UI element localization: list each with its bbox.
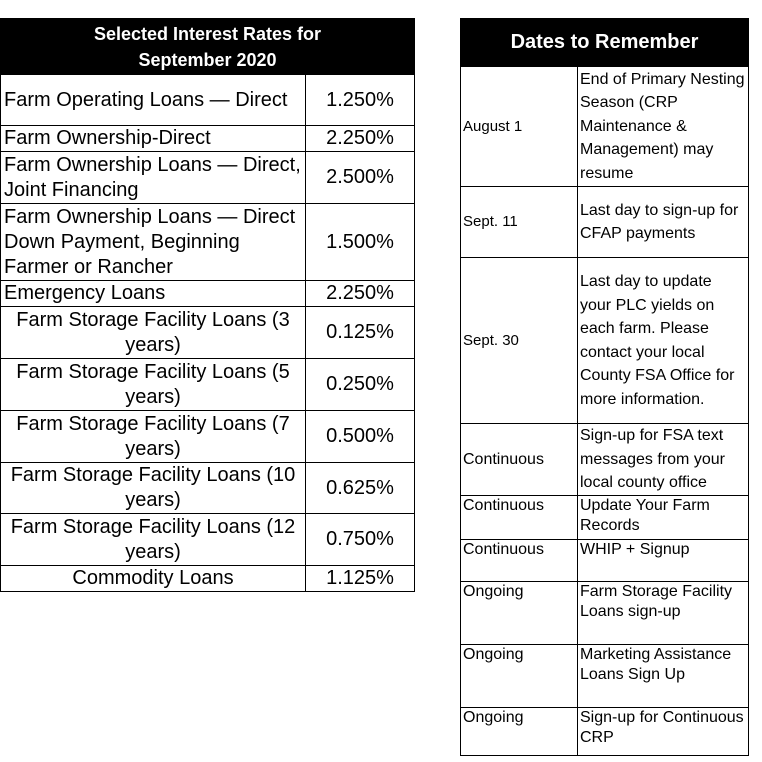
event-description: End of Primary Nesting Season (CRP Maint…: [577, 66, 749, 187]
event-date: Sept. 11: [460, 186, 578, 258]
event-description: Last day to update your PLC yields on ea…: [577, 257, 749, 424]
event-date: Continuous: [460, 423, 578, 496]
loan-rate: 1.250%: [304, 74, 416, 126]
table-row: Continuous WHIP + Signup: [460, 538, 749, 582]
table-row: Ongoing Farm Storage Facility Loans sign-…: [460, 580, 749, 645]
loan-rate: 1.125%: [304, 565, 416, 592]
loan-type: Farm Storage Facility Loans (5 years): [0, 358, 306, 411]
loan-rate: 0.625%: [304, 462, 416, 514]
table-row: Sept. 11 Last day to sign-up for CFAP pay…: [460, 186, 749, 258]
table-row: Ongoing Sign-up for Continuous CRP: [460, 706, 749, 756]
loan-type: Farm Ownership-Direct: [0, 125, 306, 152]
table-row: Farm Ownership Loans — Direct Down Payme…: [0, 203, 416, 281]
table-row: Continuous Sign-up for FSA text messages …: [460, 423, 749, 496]
table-row: August 1 End of Primary Nesting Season (C…: [460, 66, 749, 187]
loan-type: Commodity Loans: [0, 565, 306, 592]
table-row: Sept. 30 Last day to update your PLC yiel…: [460, 257, 749, 424]
loan-type: Farm Storage Facility Loans (12 years): [0, 513, 306, 566]
table-row: Ongoing Marketing Assistance Loans Sign U…: [460, 643, 749, 708]
table-row: Farm Operating Loans — Direct 1.250%: [0, 74, 416, 126]
table-row: Emergency Loans 2.250%: [0, 280, 416, 307]
dates-to-remember-table: Dates to Remember August 1 End of Primary…: [460, 18, 749, 756]
loan-rate: 0.500%: [304, 410, 416, 463]
event-date: Continuous: [460, 494, 578, 540]
loan-type: Farm Operating Loans — Direct: [0, 74, 306, 126]
event-description: Marketing Assistance Loans Sign Up: [577, 643, 749, 708]
rates-table-title: Selected Interest Rates for September 20…: [0, 18, 416, 75]
event-description: Sign-up for Continuous CRP: [577, 706, 749, 756]
event-description: WHIP + Signup: [577, 538, 749, 582]
dates-table-title: Dates to Remember: [460, 18, 749, 67]
loan-rate: 0.250%: [304, 358, 416, 411]
event-date: Sept. 30: [460, 257, 578, 424]
loan-rate: 1.500%: [304, 203, 416, 281]
table-row: Farm Ownership Loans — Direct, Joint Fin…: [0, 151, 416, 204]
loan-rate: 2.250%: [304, 125, 416, 152]
event-date: August 1: [460, 66, 578, 187]
table-row: Farm Storage Facility Loans (7 years) 0.5…: [0, 410, 416, 463]
table-row: Farm Storage Facility Loans (3 years) 0.1…: [0, 306, 416, 359]
loan-type: Farm Storage Facility Loans (10 years): [0, 462, 306, 514]
loan-rate: 0.750%: [304, 513, 416, 566]
loan-type: Farm Storage Facility Loans (3 years): [0, 306, 306, 359]
loan-type: Farm Storage Facility Loans (7 years): [0, 410, 306, 463]
loan-rate: 0.125%: [304, 306, 416, 359]
loan-type: Farm Ownership Loans — Direct Down Payme…: [0, 203, 306, 281]
interest-rates-table: Selected Interest Rates for September 20…: [0, 18, 416, 592]
loan-rate: 2.500%: [304, 151, 416, 204]
event-date: Continuous: [460, 538, 578, 582]
event-date: Ongoing: [460, 706, 578, 756]
event-date: Ongoing: [460, 580, 578, 645]
table-row: Commodity Loans 1.125%: [0, 565, 416, 592]
table-row: Continuous Update Your Farm Records: [460, 494, 749, 540]
table-row: Farm Storage Facility Loans (10 years) 0.…: [0, 462, 416, 514]
loan-type: Farm Ownership Loans — Direct, Joint Fin…: [0, 151, 306, 204]
event-description: Sign-up for FSA text messages from your …: [577, 423, 749, 496]
table-row: Farm Storage Facility Loans (5 years) 0.2…: [0, 358, 416, 411]
event-description: Farm Storage Facility Loans sign-up: [577, 580, 749, 645]
event-date: Ongoing: [460, 643, 578, 708]
loan-type: Emergency Loans: [0, 280, 306, 307]
event-description: Update Your Farm Records: [577, 494, 749, 540]
event-description: Last day to sign-up for CFAP payments: [577, 186, 749, 258]
table-row: Farm Ownership-Direct 2.250%: [0, 125, 416, 152]
table-row: Farm Storage Facility Loans (12 years) 0.…: [0, 513, 416, 566]
loan-rate: 2.250%: [304, 280, 416, 307]
